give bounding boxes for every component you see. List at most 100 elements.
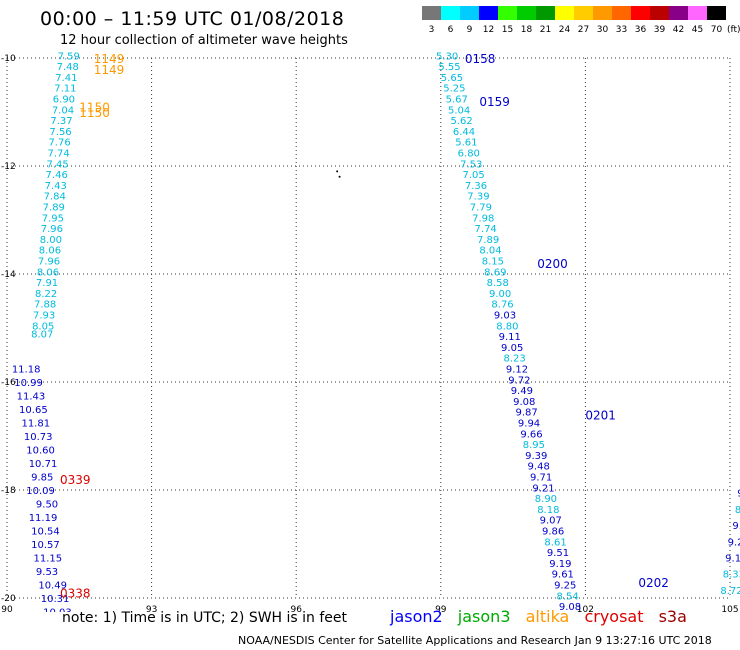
jason2-swh-label: 7.89 bbox=[477, 235, 499, 246]
altika-swh-label: 7.91 bbox=[36, 278, 58, 289]
jason2-swh-label: 8.95 bbox=[523, 440, 545, 451]
jason2-swh-label: 7.39 bbox=[467, 192, 489, 203]
cryosat-swh-label: 10.09 bbox=[26, 486, 55, 497]
jason2-swh-label: 9.12 bbox=[506, 365, 528, 376]
jason2-swh-label: 5.25 bbox=[443, 84, 465, 95]
altika-swh-label: 7.11 bbox=[54, 84, 76, 95]
colorbar-swatch bbox=[555, 6, 574, 20]
jason2-swh-label: 8.15 bbox=[482, 257, 504, 268]
jason2-swh-label: 9.49 bbox=[511, 386, 533, 397]
cryosat-swh-label: 11.43 bbox=[17, 392, 46, 403]
altika-swh-label: 7.59 bbox=[58, 51, 80, 62]
jason2-swh-label: 5.30 bbox=[436, 51, 458, 62]
colorbar-tick: 12 bbox=[483, 25, 494, 35]
jason2-swh-label: 7.98 bbox=[472, 213, 494, 224]
jason2-swh-label: 7.36 bbox=[465, 181, 487, 192]
altika-swh-label: 6.90 bbox=[53, 95, 75, 106]
altika-swh-label: 7.95 bbox=[42, 213, 64, 224]
jason2-swh-label: 9.08 bbox=[559, 602, 581, 612]
colorbar-swatch bbox=[650, 6, 669, 20]
colorbar-swatch bbox=[517, 6, 536, 20]
y-tick-label: -20 bbox=[1, 594, 16, 604]
time-label: 1150 bbox=[79, 101, 110, 115]
cryosat-swh-label: 10.54 bbox=[31, 527, 60, 538]
altika-swh-label: 7.43 bbox=[45, 181, 67, 192]
jason2-swh-label: 8.69 bbox=[484, 267, 506, 278]
cryosat-swh-label: 10.65 bbox=[19, 405, 48, 416]
colorbar-swatch bbox=[479, 6, 498, 20]
altika-swh-label: 7.37 bbox=[50, 116, 72, 127]
jason2-swh-label: 9.07 bbox=[540, 516, 562, 527]
cryosat-swh-label: 10.60 bbox=[26, 446, 55, 457]
altika-swh-label: 7.46 bbox=[46, 170, 68, 181]
jason2-swh-label: 9.48 bbox=[528, 462, 550, 473]
east-track-swh-label: 9 bbox=[737, 489, 740, 500]
jason2-swh-label: 9.94 bbox=[518, 419, 540, 430]
altika-swh-label: 7.74 bbox=[47, 149, 69, 160]
jason2-swh-label: 7.74 bbox=[475, 224, 497, 235]
colorbar-swatch bbox=[460, 6, 479, 20]
jason2-swh-label: 5.55 bbox=[438, 62, 460, 73]
jason2-swh-label: 9.72 bbox=[508, 375, 530, 386]
colorbar-tick: 42 bbox=[673, 25, 684, 35]
altika-swh-label: 8.06 bbox=[39, 246, 61, 257]
cryosat-swh-label: 11.18 bbox=[12, 365, 41, 376]
colorbar-swatch bbox=[707, 6, 726, 20]
altika-swh-label: 8.22 bbox=[35, 289, 57, 300]
cryosat-swh-label: 10.99 bbox=[14, 378, 43, 389]
colorbar-swatch bbox=[441, 6, 460, 20]
jason2-swh-label: 5.61 bbox=[455, 138, 477, 149]
altika-swh-label: 8.00 bbox=[40, 235, 62, 246]
colorbar: 3 6 9 12 15 18 21 24 27 30 33 36 39 42 45 70 (ft) bbox=[422, 6, 740, 35]
time-label: 0338 bbox=[60, 587, 91, 601]
cryosat-swh-label: 10.31 bbox=[41, 594, 70, 605]
x-tick-label: 99 bbox=[435, 605, 447, 612]
time-label: 0339 bbox=[60, 473, 91, 487]
altimeter-chart: 90 93 96 99 102 105 -10 -12 -14 -16 -18 -20 7.597.48… bbox=[1, 51, 740, 612]
colorbar-tick: 27 bbox=[578, 25, 589, 35]
jason2-swh-label: 9.21 bbox=[532, 483, 554, 494]
altika-swh-label: 7.93 bbox=[33, 311, 55, 322]
colorbar-tick: 24 bbox=[559, 25, 571, 35]
jason2-swh-label: 9.05 bbox=[501, 343, 523, 354]
jason2-swh-label: 9.03 bbox=[494, 311, 516, 322]
time-label: 0158 bbox=[465, 52, 496, 66]
jason2-swh-label: 9.61 bbox=[552, 570, 574, 581]
altika-swh-label: 8.07 bbox=[31, 329, 53, 340]
colorbar-tick: 3 bbox=[429, 25, 435, 35]
cryosat-swh-label: 9.53 bbox=[36, 567, 58, 578]
y-tick-label: -12 bbox=[1, 162, 16, 172]
east-track-swh-label: 8.33 bbox=[723, 570, 740, 581]
time-label: 0200 bbox=[537, 257, 568, 271]
altika-swh-label: 8.06 bbox=[37, 267, 59, 278]
altika-swh-label: 7.56 bbox=[49, 127, 71, 138]
colorbar-tick: 70 bbox=[711, 25, 723, 35]
altika-swh-label: 7.48 bbox=[57, 62, 79, 73]
jason2-swh-label: 9.11 bbox=[499, 332, 521, 343]
altika-swh-label: 7.88 bbox=[34, 300, 56, 311]
cryosat-swh-label: 10.49 bbox=[38, 581, 67, 592]
jason2-swh-label: 8.18 bbox=[537, 505, 559, 516]
colorbar-tick: 39 bbox=[654, 25, 666, 35]
altika-swh-label: 7.96 bbox=[41, 224, 63, 235]
legend-jason3: jason3 bbox=[457, 607, 511, 626]
x-tick-label: 93 bbox=[146, 605, 157, 612]
legend-cryosat: cryosat bbox=[584, 607, 644, 626]
colorbar-tick: 18 bbox=[521, 25, 533, 35]
jason2-swh-label: 9.51 bbox=[547, 548, 569, 559]
altika-swh-label: 7.89 bbox=[43, 203, 65, 214]
jason2-swh-label: 8.61 bbox=[544, 537, 566, 548]
legend-altika: altika bbox=[525, 607, 570, 626]
y-tick-label: -14 bbox=[1, 270, 16, 280]
jason2-swh-label: 8.90 bbox=[535, 494, 557, 505]
cryosat-swh-label: 10.71 bbox=[29, 459, 58, 470]
jason2-swh-label: 5.65 bbox=[441, 73, 463, 84]
time-label: 1150 bbox=[79, 106, 110, 120]
x-tick-label: 90 bbox=[1, 605, 13, 612]
footer-note: note: 1) Time is in UTC; 2) SWH is in fe… bbox=[62, 610, 348, 626]
colorbar-tick: 36 bbox=[635, 25, 647, 35]
altika-swh-label: 8.05 bbox=[32, 321, 54, 332]
y-tick-label: -10 bbox=[1, 54, 16, 64]
jason2-swh-label: 6.80 bbox=[458, 149, 480, 160]
page-title: 00:00 – 11:59 UTC 01/08/2018 bbox=[40, 8, 345, 30]
